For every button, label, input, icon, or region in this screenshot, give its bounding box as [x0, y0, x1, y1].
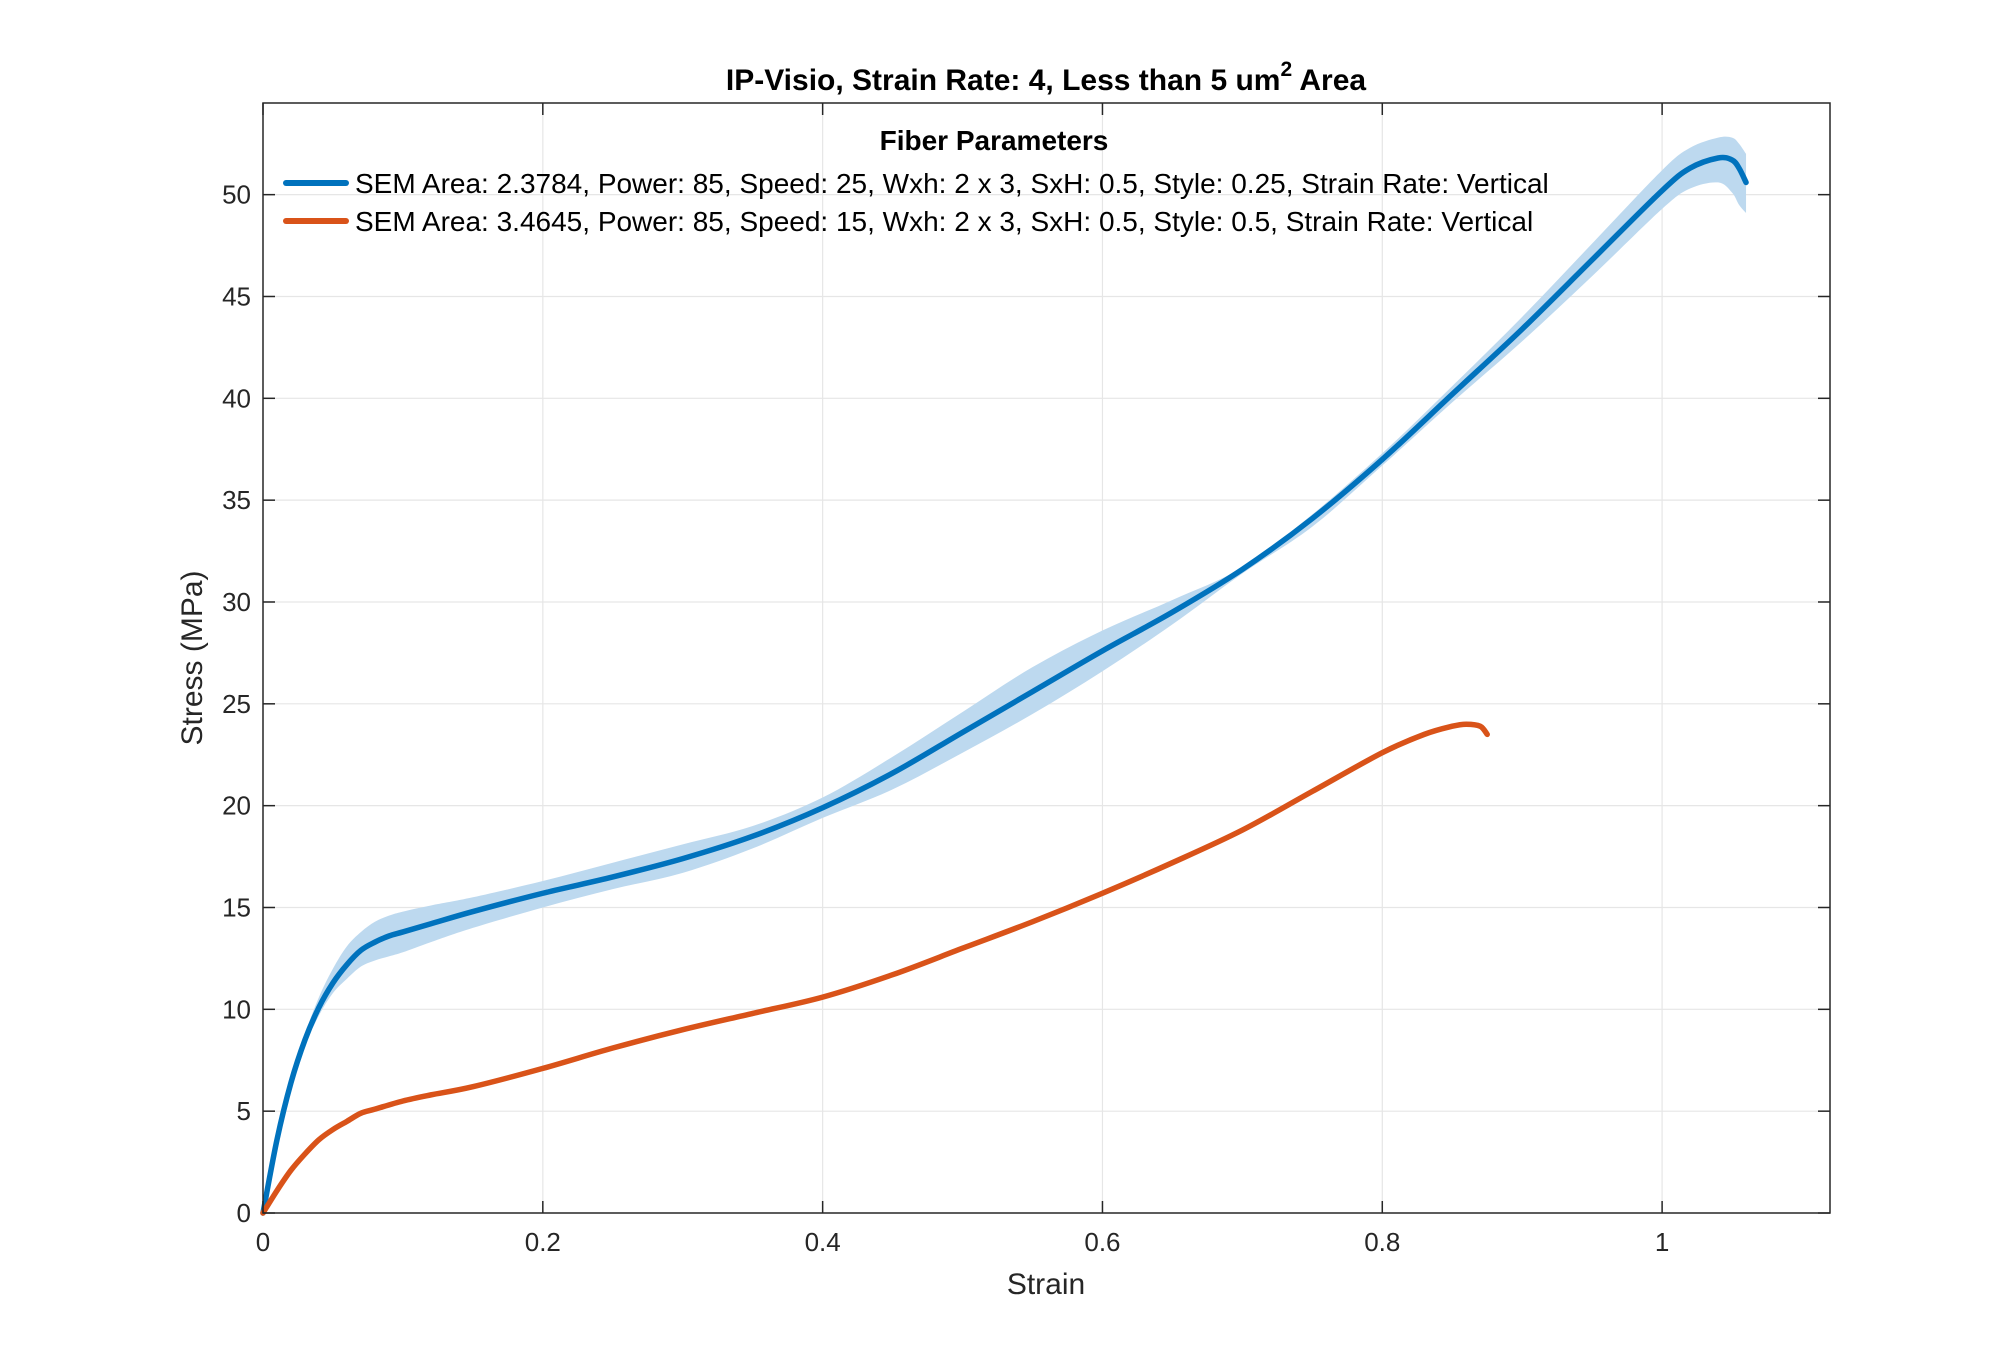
y-tick-label: 0 — [237, 1198, 251, 1228]
y-tick-label: 15 — [222, 892, 251, 922]
series-1-line — [260, 154, 1749, 1216]
y-tick-label: 35 — [222, 485, 251, 515]
y-tick-label: 30 — [222, 587, 251, 617]
grid-lines — [263, 103, 1830, 1213]
y-axis-label: Stress (MPa) — [176, 570, 209, 745]
plot-area-box — [262, 102, 1831, 1214]
y-tick-label: 40 — [222, 383, 251, 413]
chart-title-main: IP-Visio, Strain Rate: 4, Less than 5 um — [726, 64, 1281, 97]
x-axis-label: Strain — [1007, 1268, 1085, 1301]
series-1-band — [263, 136, 1747, 1213]
series-2-line — [260, 721, 1490, 1216]
y-tick-label: 5 — [237, 1096, 251, 1126]
legend: Fiber Parameters SEM Area: 2.3784, Power… — [283, 125, 1549, 237]
y-tick-label: 45 — [222, 281, 251, 311]
legend-title: Fiber Parameters — [880, 125, 1109, 156]
series-lines — [260, 154, 1749, 1216]
y-tick-label: 50 — [222, 180, 251, 210]
legend-label-series-1: SEM Area: 2.3784, Power: 85, Speed: 25, … — [355, 168, 1549, 199]
x-tick-label: 0.6 — [1084, 1227, 1120, 1257]
x-tick-label: 0 — [256, 1227, 270, 1257]
y-tick-label: 20 — [222, 791, 251, 821]
y-tick-label: 10 — [222, 994, 251, 1024]
chart-title-suffix: Area — [1292, 64, 1366, 97]
y-tick-label: 25 — [222, 689, 251, 719]
confidence-bands — [263, 136, 1747, 1213]
x-tick-label: 1 — [1655, 1227, 1669, 1257]
x-tick-label: 0.8 — [1364, 1227, 1400, 1257]
chart-title: IP-Visio, Strain Rate: 4, Less than 5 um… — [726, 58, 1367, 97]
chart-title-superscript: 2 — [1280, 58, 1292, 81]
x-tick-label: 0.4 — [805, 1227, 841, 1257]
x-tick-label: 0.2 — [525, 1227, 561, 1257]
legend-label-series-2: SEM Area: 3.4645, Power: 85, Speed: 15, … — [355, 206, 1533, 237]
